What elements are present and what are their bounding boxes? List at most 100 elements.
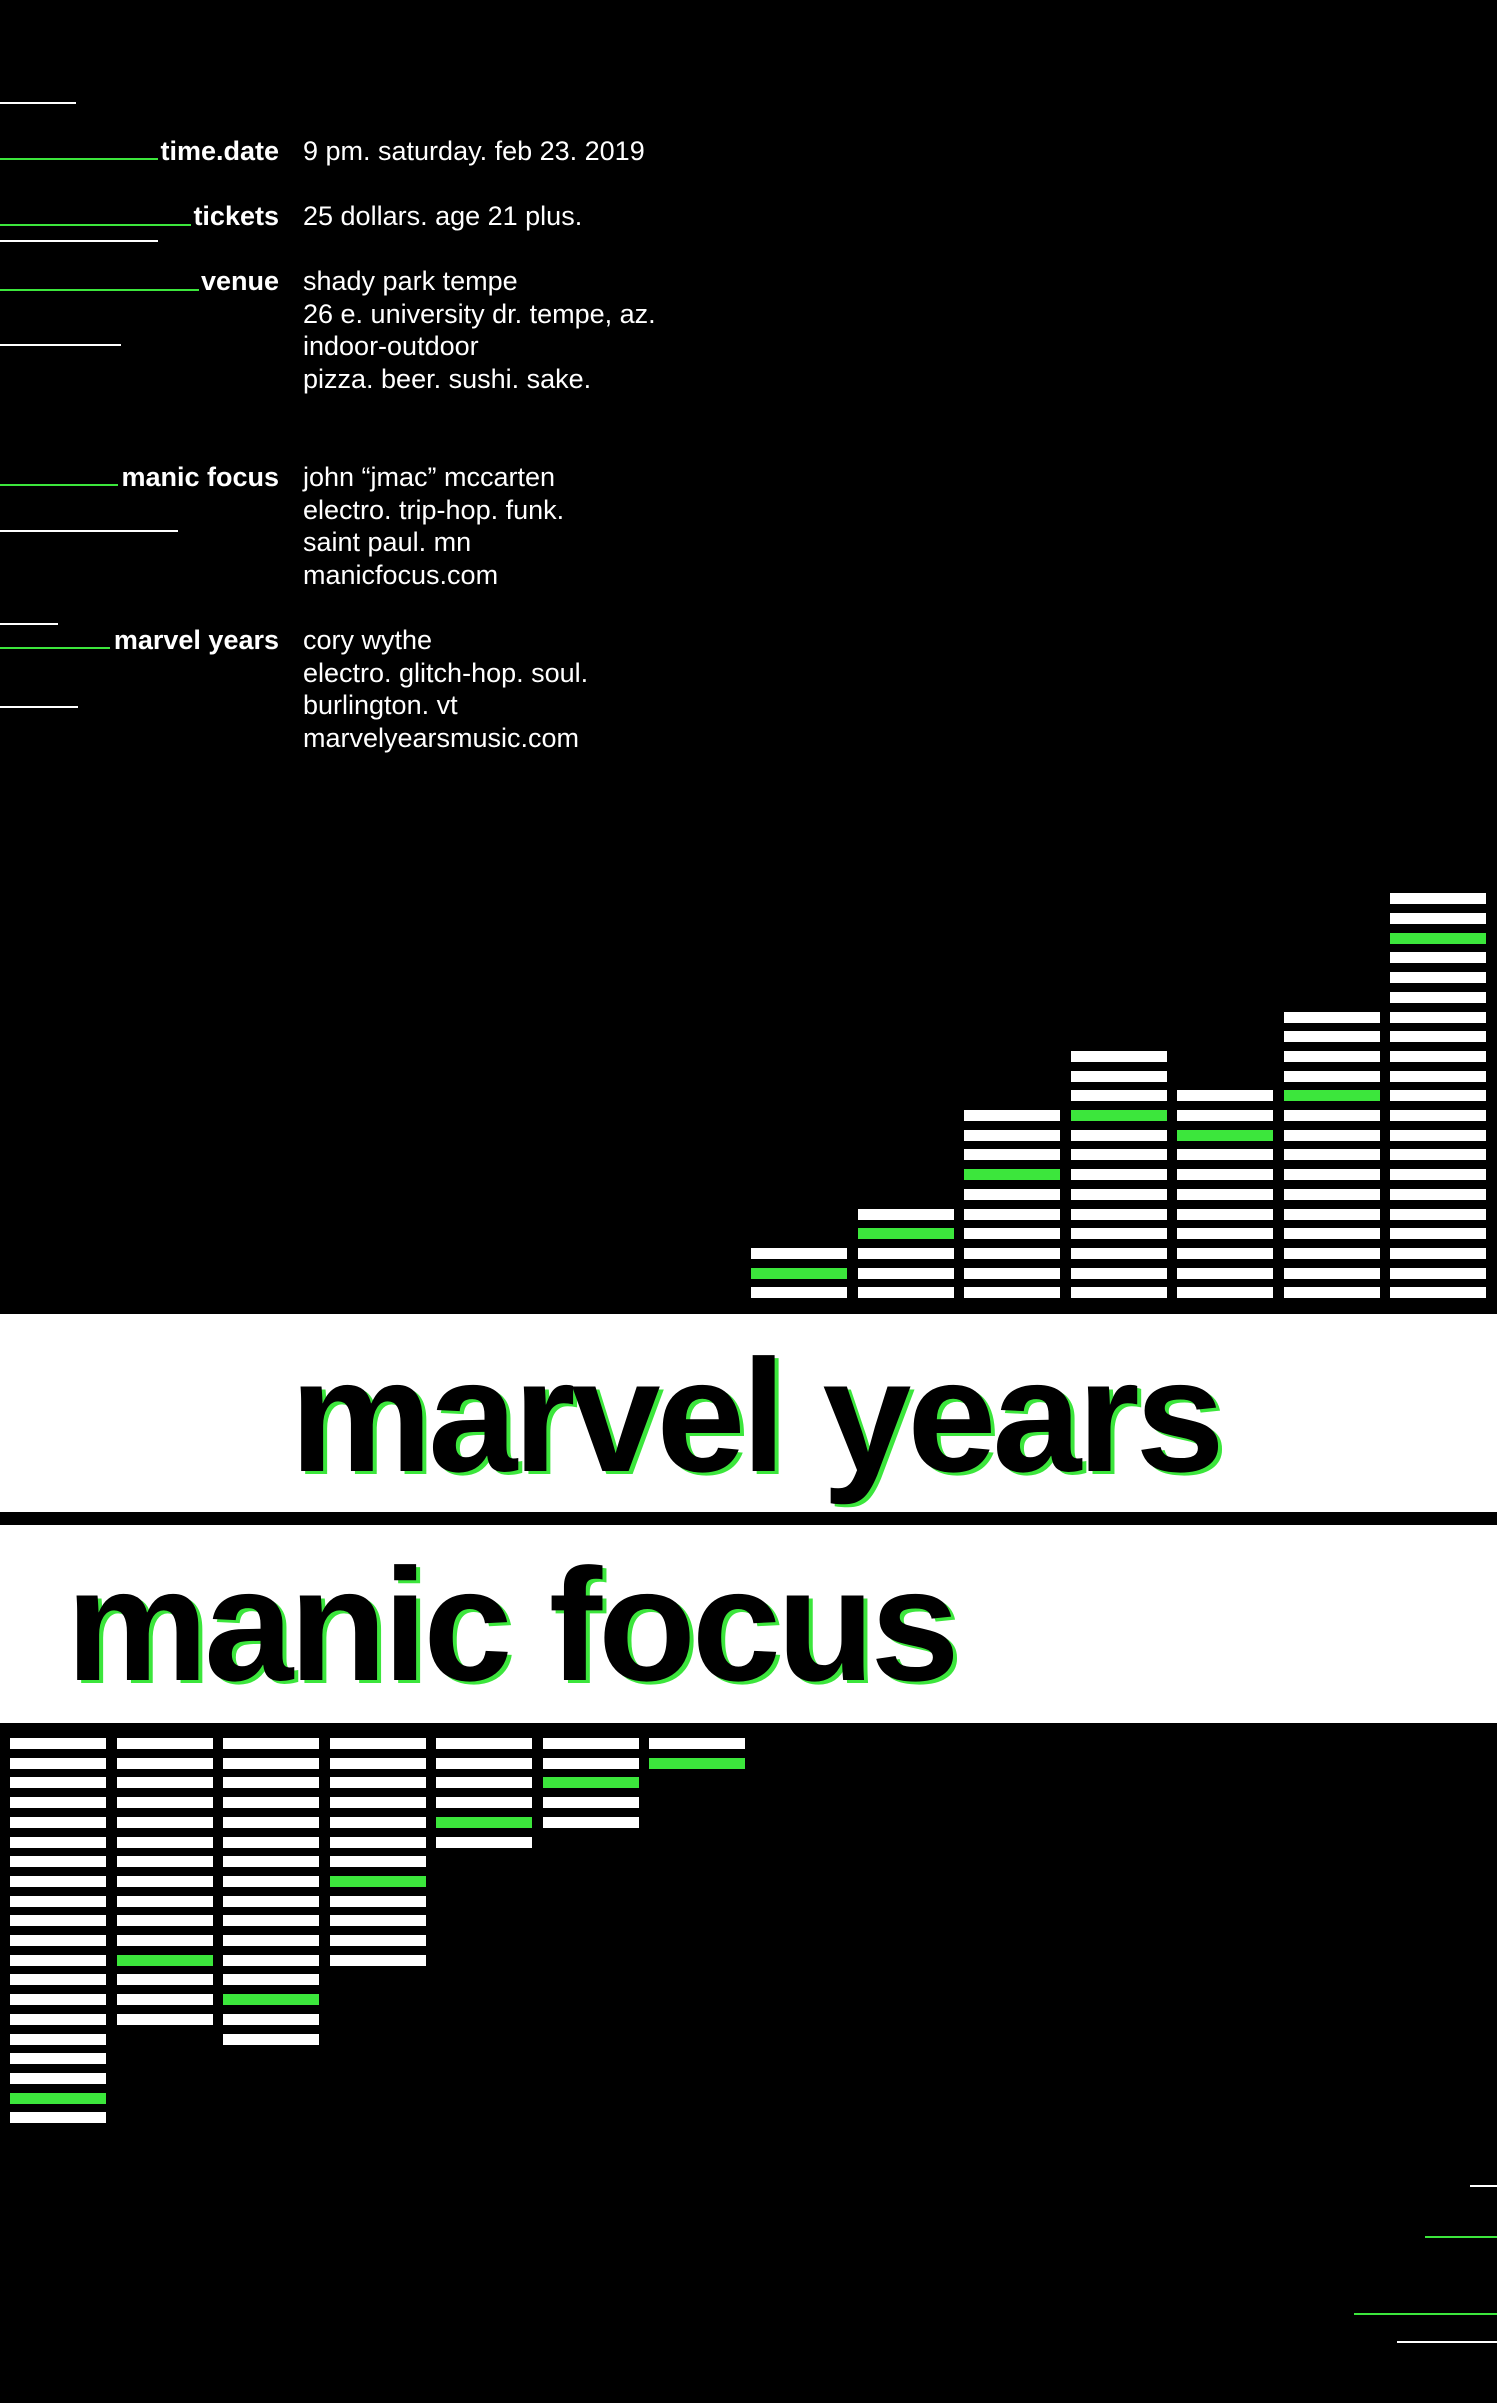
eq-segment <box>751 1248 847 1259</box>
detail-line: manicfocus.com <box>303 559 499 590</box>
detail-value: 9 pm. saturday. feb 23. 2019 <box>303 135 645 168</box>
eq-segment <box>1390 933 1486 944</box>
eq-segment <box>10 2112 106 2123</box>
eq-segment <box>10 2093 106 2104</box>
eq-segment <box>1283 1228 1380 1239</box>
eq-segment <box>1070 1090 1167 1101</box>
detail-line: 25 dollars. age 21 plus. <box>303 201 583 231</box>
eq-segment <box>1177 1149 1273 1160</box>
detail-label: venue <box>200 266 279 296</box>
eq-segment <box>1177 1110 1273 1121</box>
detail-value: cory wythe electro. glitch-hop. soul. bu… <box>303 624 588 754</box>
eq-segment <box>1070 1189 1167 1200</box>
eq-segment <box>436 1797 532 1808</box>
eq-segment <box>751 1287 847 1298</box>
detail-line: shady park tempe <box>303 266 518 296</box>
eq-segment <box>1390 1268 1486 1279</box>
headline-bottom-shadow: manic focus <box>70 1538 964 1717</box>
eq-segment <box>223 1777 319 1788</box>
eq-segment <box>10 2034 106 2045</box>
eq-segment <box>542 1777 639 1788</box>
eq-segment <box>10 1777 106 1788</box>
eq-segment <box>329 1837 426 1848</box>
eq-segment <box>857 1228 954 1239</box>
headline-bottom-text: manic focus <box>66 1535 960 1714</box>
eq-segment <box>1390 1051 1486 1062</box>
detail-label: marvel years <box>113 625 279 655</box>
eq-segment <box>223 1856 319 1867</box>
eq-segment <box>223 1955 319 1966</box>
eq-segment <box>1177 1090 1273 1101</box>
detail-line: burlington. vt <box>303 690 458 720</box>
eq-segment <box>964 1209 1060 1220</box>
eq-segment <box>964 1149 1060 1160</box>
eq-segment <box>10 1915 106 1926</box>
eq-segment <box>542 1797 639 1808</box>
detail-line: indoor-outdoor <box>303 331 479 361</box>
eq-segment <box>964 1268 1060 1279</box>
eq-segment <box>223 1738 319 1749</box>
eq-segment <box>857 1268 954 1279</box>
detail-line: cory wythe <box>303 625 433 655</box>
eq-segment <box>1283 1248 1380 1259</box>
deco-line <box>0 530 178 532</box>
eq-segment <box>1177 1248 1273 1259</box>
detail-line: marvelyearsmusic.com <box>303 722 580 753</box>
eq-segment <box>1390 1169 1486 1180</box>
eq-segment <box>329 1797 426 1808</box>
detail-value: john “jmac” mccarten electro. trip-hop. … <box>303 461 564 591</box>
eq-segment <box>10 1955 106 1966</box>
headline-band-bottom: manic focus manic focus <box>0 1525 1497 1723</box>
eq-segment <box>542 1758 639 1769</box>
eq-segment <box>10 1817 106 1828</box>
eq-segment <box>116 1738 213 1749</box>
eq-segment <box>1070 1287 1167 1298</box>
eq-segment <box>857 1209 954 1220</box>
eq-segment <box>223 1837 319 1848</box>
eq-segment <box>1390 992 1486 1003</box>
eq-segment <box>1390 1012 1486 1023</box>
eq-segment <box>751 1268 847 1279</box>
detail-label: manic focus <box>121 462 279 492</box>
detail-value: 25 dollars. age 21 plus. <box>303 200 582 233</box>
eq-segment <box>1390 1228 1486 1239</box>
eq-segment <box>10 1797 106 1808</box>
eq-segment <box>116 1974 213 1985</box>
eq-segment <box>1390 1209 1486 1220</box>
eq-segment <box>1070 1268 1167 1279</box>
eq-segment <box>10 2073 106 2084</box>
eq-segment <box>1283 1110 1380 1121</box>
eq-segment <box>329 1777 426 1788</box>
eq-segment <box>329 1915 426 1926</box>
eq-segment <box>116 1876 213 1887</box>
eq-segment <box>223 1876 319 1887</box>
eq-segment <box>964 1189 1060 1200</box>
eq-segment <box>1177 1268 1273 1279</box>
eq-segment <box>1390 972 1486 983</box>
headline-top-shadow: marvel years <box>294 1329 1229 1508</box>
eq-segment <box>116 1955 213 1966</box>
deco-line <box>0 647 110 649</box>
eq-segment <box>1390 1090 1486 1101</box>
eq-segment <box>329 1935 426 1946</box>
detail-line: electro. glitch-hop. soul. <box>303 657 589 688</box>
eq-segment <box>10 1896 106 1907</box>
eq-segment <box>223 1915 319 1926</box>
eq-segment <box>10 1935 106 1946</box>
detail-line: electro. trip-hop. funk. <box>303 494 565 525</box>
eq-segment <box>1070 1130 1167 1141</box>
detail-line: pizza. beer. sushi. sake. <box>303 363 592 394</box>
headline-top-text: marvel years <box>290 1326 1225 1505</box>
eq-segment <box>116 1856 213 1867</box>
deco-line <box>1397 2341 1497 2343</box>
eq-segment <box>1070 1110 1167 1121</box>
eq-segment <box>1283 1051 1380 1062</box>
eq-segment <box>116 1896 213 1907</box>
eq-segment <box>223 1974 319 1985</box>
eq-segment <box>1390 1287 1486 1298</box>
detail-line: saint paul. mn <box>303 527 472 557</box>
detail-label: tickets <box>193 201 279 231</box>
eq-segment <box>329 1758 426 1769</box>
eq-segment <box>1177 1228 1273 1239</box>
eq-segment <box>1177 1130 1273 1141</box>
